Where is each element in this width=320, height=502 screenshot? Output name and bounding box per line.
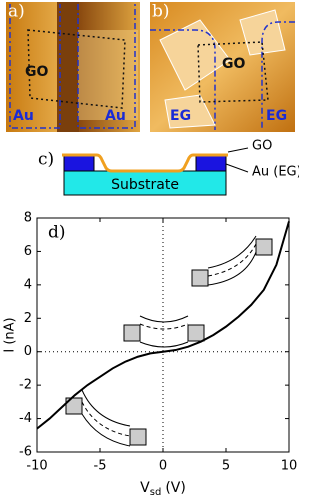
x-axis-label: Vsd (V): [140, 480, 186, 498]
substrate: [63, 170, 227, 196]
go-label: GO: [252, 139, 272, 154]
flake: [78, 30, 138, 120]
au-label: Au: [13, 108, 34, 124]
panel-label: a): [8, 2, 25, 22]
electrode-label: Au (EG): [252, 165, 299, 180]
contact: [129, 428, 147, 446]
y-tick-label: -6: [19, 445, 32, 460]
au-label: Au: [105, 108, 126, 124]
band: [207, 243, 257, 277]
x-tick-label: 0: [159, 459, 167, 474]
band: [207, 235, 257, 286]
pointer: [225, 163, 249, 173]
contact: [191, 269, 209, 287]
band: [81, 389, 131, 447]
panel-a: a) GO Au Au: [6, 2, 140, 132]
insets: [65, 235, 273, 447]
y-tick-label: 4: [24, 277, 32, 292]
electrode: [195, 155, 227, 172]
y-tick-label: -2: [19, 378, 32, 393]
y-axis-label: I (nA): [3, 317, 18, 352]
y-tick-label: 8: [24, 211, 32, 226]
pointer: [227, 147, 249, 153]
electrode-outline: [9, 4, 136, 129]
contact: [65, 397, 83, 415]
go-label: GO: [222, 56, 245, 72]
go-label: GO: [25, 64, 48, 80]
go-outline: [27, 29, 126, 109]
y-tick-label: 2: [24, 311, 32, 326]
panel-b: b) GO EG EG: [150, 2, 295, 132]
band: [139, 323, 189, 330]
eg-label: EG: [170, 108, 191, 124]
x-tick-label: 5: [222, 459, 230, 474]
band: [81, 401, 131, 437]
band: [139, 315, 189, 348]
x-tick-label: -5: [94, 459, 107, 474]
y-tick-label: 0: [24, 344, 32, 359]
eg-label: EG: [266, 108, 287, 124]
x-tick-label: 10: [281, 459, 298, 474]
x-label-main: V: [140, 480, 150, 496]
y-tick-label: -4: [19, 411, 32, 426]
x-label-unit: (V): [165, 480, 186, 496]
iv-curve: [36, 221, 290, 430]
electrode-outline: [150, 21, 295, 130]
electrode: [63, 155, 95, 172]
contact: [123, 324, 141, 342]
x-tick-label: -10: [26, 459, 47, 474]
panel-label: b): [152, 2, 170, 22]
x-label-sub: sd: [150, 487, 162, 498]
panel-label: c): [38, 150, 54, 170]
contact: [187, 324, 205, 342]
contact: [255, 238, 273, 256]
substrate-label: Substrate: [111, 177, 179, 193]
y-tick-label: 6: [24, 244, 32, 259]
panel-label: d): [48, 223, 66, 243]
panel-c: c) Substrate GO Au (EG): [38, 139, 302, 196]
figure: a) GO Au Au b) GO EG EG c) Substrate GO …: [3, 2, 302, 499]
go-layer: [62, 153, 228, 173]
flake: [159, 9, 286, 129]
